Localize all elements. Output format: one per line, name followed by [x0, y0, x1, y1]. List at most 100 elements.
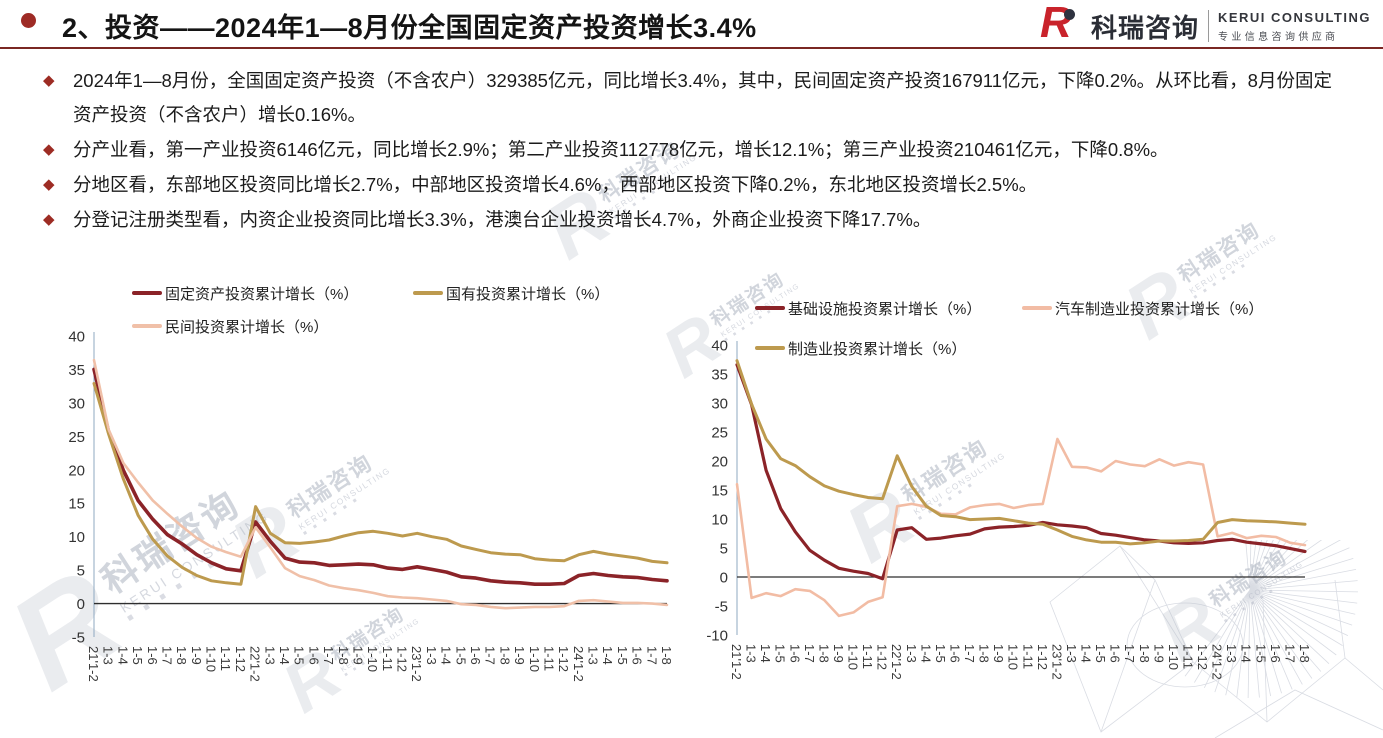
- x-tick-label: 1-5: [773, 644, 788, 663]
- x-tick-label: 1-3: [424, 646, 439, 665]
- diamond-bullet-icon: ◆: [43, 176, 55, 193]
- legend-label: 国有投资累计增长（%）: [446, 285, 610, 303]
- x-tick-label: 1-5: [615, 646, 630, 665]
- x-tick-label: 1-12: [233, 646, 248, 672]
- y-tick-label: 10: [711, 512, 728, 529]
- bullet-item: ◆ 分登记注册类型看，内资企业投资同比增长3.3%，港澳台企业投资增长4.7%，…: [40, 203, 1332, 237]
- y-tick-label: 15: [68, 496, 85, 513]
- y-tick-label: 25: [711, 425, 728, 442]
- legend-swatch: [1022, 306, 1052, 310]
- x-tick-label: 23'1-2: [409, 646, 424, 682]
- logo-brand-en: KERUI CONSULTING: [1217, 9, 1371, 25]
- bullet-item: ◆ 分产业看，第一产业投资6146亿元，同比增长2.9%；第二产业投资11277…: [40, 133, 1332, 167]
- wireframe-line: [1249, 580, 1358, 591]
- x-tick-label: 1-4: [1079, 644, 1094, 663]
- kerui-logo: R 科瑞咨询 KERUI CONSULTING 专业信息咨询供应商: [1040, 1, 1371, 45]
- y-tick-label: 10: [68, 529, 85, 546]
- legend-item: 基础设施投资累计增长（%）: [755, 298, 1022, 318]
- x-tick-label: 1-9: [1151, 644, 1166, 663]
- x-tick-label: 22'1-2: [248, 646, 263, 682]
- wireframe-line: [1203, 589, 1251, 689]
- y-tick-label: 0: [77, 596, 85, 613]
- line-series: [735, 363, 1307, 581]
- legend-item: 固定资产投资累计增长（%）: [132, 283, 413, 303]
- x-tick-label: 24'1-2: [571, 646, 586, 682]
- x-tick-label: 1-3: [744, 644, 759, 663]
- x-tick-label: 1-9: [189, 646, 204, 665]
- x-tick-label: 1-10: [1166, 644, 1181, 670]
- y-tick-label: 40: [68, 329, 85, 346]
- wireframe-line: [1249, 540, 1342, 591]
- x-tick-label: 1-9: [831, 644, 846, 663]
- x-tick-label: 1-4: [439, 646, 454, 665]
- wireframe-line: [1249, 589, 1337, 656]
- y-tick-label: 40: [711, 338, 728, 355]
- y-tick-label: -10: [706, 628, 728, 645]
- y-tick-label: 25: [68, 429, 85, 446]
- title-divider: [0, 47, 1383, 49]
- line-series: [92, 382, 669, 586]
- logo-dot: [1063, 9, 1075, 20]
- wireframe-line: [1249, 589, 1343, 646]
- diamond-bullet-icon: ◆: [43, 141, 55, 158]
- bullet-text: 分产业看，第一产业投资6146亿元，同比增长2.9%；第二产业投资112778亿…: [73, 139, 1169, 160]
- wireframe-line: [1249, 589, 1260, 698]
- legend-swatch: [755, 306, 785, 310]
- wireframe-line: [1245, 540, 1251, 591]
- x-tick-label: 1-5: [1093, 644, 1108, 663]
- x-tick-label: 1-5: [933, 644, 948, 663]
- wireframe-line: [1262, 579, 1346, 723]
- logo-tagline: 专业信息咨询供应商: [1217, 31, 1339, 43]
- wireframe-line: [1249, 540, 1257, 591]
- y-tick-label: -5: [72, 630, 85, 647]
- wireframe-line: [1249, 589, 1322, 672]
- wireframe-line: [1249, 589, 1272, 697]
- line-series: [92, 367, 669, 587]
- wireframe-line: [1249, 589, 1353, 626]
- logo-separator: [1207, 10, 1209, 42]
- x-tick-label: 1-12: [395, 646, 410, 672]
- summary-bullets: ◆ 2024年1—8月份，全国固定资产投资（不含农户）329385亿元，同比增长…: [40, 64, 1332, 238]
- wireframe-line: [1249, 547, 1350, 591]
- x-tick-label: 1-3: [904, 644, 919, 663]
- wireframe-line: [1249, 589, 1313, 679]
- legend-swatch: [132, 291, 162, 295]
- x-tick-label: 1-7: [321, 646, 336, 665]
- legend-item: 制造业投资累计增长（%）: [755, 338, 1022, 358]
- legend-item: 民间投资累计增长（%）: [132, 316, 413, 336]
- y-tick-label: 35: [711, 367, 728, 384]
- x-tick-label: 1-11: [541, 646, 556, 671]
- x-tick-label: 1-10: [527, 646, 542, 672]
- wireframe-line: [1126, 602, 1244, 688]
- x-tick-label: 1-8: [336, 646, 351, 665]
- wireframe-line: [1184, 589, 1251, 677]
- x-tick-label: 1-3: [1064, 644, 1079, 663]
- wireframe-line: [1249, 540, 1252, 591]
- legend-label: 制造业投资累计增长（%）: [788, 340, 967, 358]
- bullet-item: ◆ 2024年1—8月份，全国固定资产投资（不含农户）329385亿元，同比增长…: [40, 64, 1332, 132]
- wireframe-line: [1214, 689, 1383, 738]
- x-tick-label: 1-6: [468, 646, 483, 665]
- y-tick-label: 30: [68, 395, 85, 412]
- x-tick-label: 21'1-2: [729, 644, 744, 680]
- y-tick-label: 5: [77, 563, 85, 580]
- bullet-item: ◆ 分地区看，东部地区投资同比增长2.7%，中部地区投资增长4.6%，西部地区投…: [40, 168, 1332, 202]
- bullet-text: 分登记注册类型看，内资企业投资同比增长3.3%，港澳台企业投资增长4.7%，外商…: [73, 209, 932, 230]
- wireframe-line: [1249, 589, 1349, 637]
- wireframe-line: [1249, 540, 1274, 591]
- x-tick-label: 1-6: [1108, 644, 1123, 663]
- legend-label: 固定资产投资累计增长（%）: [165, 285, 359, 303]
- x-tick-label: 1-7: [483, 646, 498, 665]
- legend-label: 基础设施投资累计增长（%）: [788, 300, 982, 318]
- x-tick-label: 1-5: [1253, 644, 1268, 663]
- x-tick-label: 1-8: [659, 646, 674, 665]
- x-tick-label: 24'1-2: [1210, 644, 1225, 680]
- x-tick-label: 1-6: [947, 644, 962, 663]
- legend-label: 汽车制造业投资累计增长（%）: [1055, 300, 1264, 318]
- y-tick-label: 0: [720, 570, 728, 587]
- y-tick-label: 30: [711, 396, 728, 413]
- wireframe-line: [1100, 545, 1194, 733]
